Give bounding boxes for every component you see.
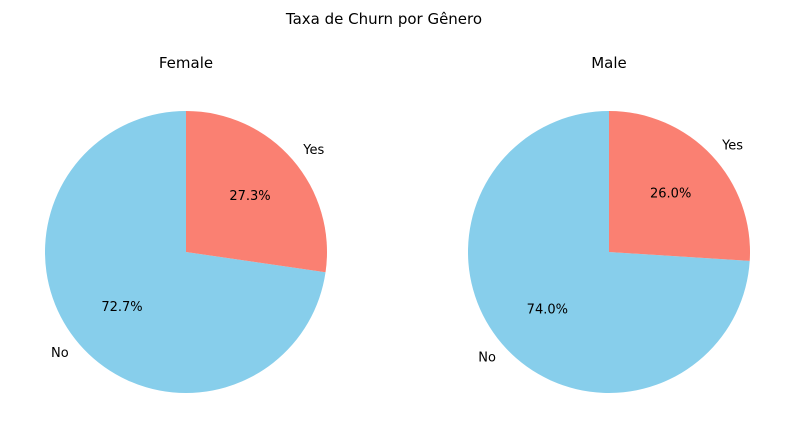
- pie-slice-female-no: [44, 111, 326, 393]
- pie-slice-female-yes: [186, 111, 327, 273]
- pie-label-male-yes: Yes: [721, 138, 743, 153]
- pie-label-female-yes: Yes: [302, 143, 324, 158]
- pie-slice-male-yes: [609, 111, 750, 261]
- pie-pct-female-yes: 27.3%: [229, 189, 270, 204]
- pie-slice-male-no: [467, 111, 750, 393]
- pie-label-male-no: No: [478, 351, 496, 366]
- pie-chart-male: Male No 74.0% Yes 26.0%: [467, 54, 750, 393]
- pie-chart-female: Female No 72.7% Yes 27.3%: [44, 54, 327, 393]
- chart-suptitle: Taxa de Churn por Gênero: [285, 10, 482, 28]
- pie-pct-male-yes: 26.0%: [650, 187, 691, 202]
- pie-pct-male-no: 74.0%: [527, 302, 568, 317]
- pie-label-female-no: No: [51, 346, 69, 361]
- pie-title-female: Female: [159, 54, 213, 72]
- pie-title-male: Male: [591, 54, 627, 72]
- pie-pct-female-no: 72.7%: [101, 300, 142, 315]
